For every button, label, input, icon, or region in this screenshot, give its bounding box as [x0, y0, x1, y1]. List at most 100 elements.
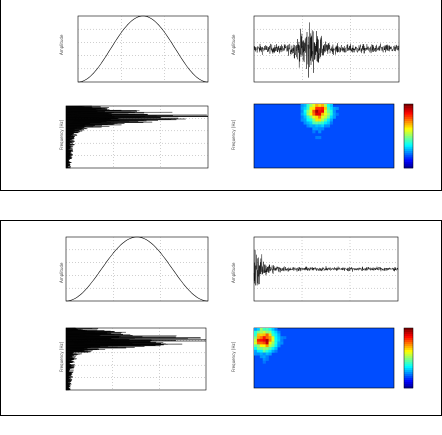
top-spectrogram-cell	[329, 121, 333, 125]
bottom-spectrogram-cell	[271, 330, 275, 334]
bottom-spectrogram-colorbar-cell	[404, 342, 413, 345]
top-spectrogram-cell	[306, 124, 310, 128]
top-spectrogram-cell	[312, 115, 316, 119]
bottom-spectrogram-cell	[268, 352, 272, 356]
bottom-spectrogram-colorbar-cell	[404, 330, 413, 333]
top-spectrogram-cell	[324, 124, 328, 128]
bottom-spectrogram-cell	[265, 336, 269, 340]
top-spectrogram-cell	[324, 104, 328, 108]
bottom-spectrogram-colorbar-cell	[404, 346, 413, 349]
bottom-spectrogram-cell	[274, 333, 278, 337]
bottom-spectrogram-cell	[262, 352, 266, 356]
bottom-spectrogram-cell	[254, 344, 258, 348]
bottom-spectrogram-cell	[265, 341, 269, 345]
bottom-spectrogram-colorbar-cell	[404, 382, 413, 385]
top-spectrogram-cell	[312, 121, 316, 125]
bottom-spectrogram-cell	[259, 341, 263, 345]
top-spectrogram-colorbar-cell	[404, 121, 413, 124]
top-spectrogram-cell	[312, 124, 316, 128]
bottom-spectrogram-colorbar-cell	[404, 340, 413, 343]
bottom-spectrogram-cell	[277, 336, 281, 340]
ylabel-top-spectrum: Frequency [Hz]	[59, 119, 64, 150]
top-spectrogram-cell	[306, 112, 310, 116]
bottom-spectrogram-colorbar-cell	[404, 338, 413, 341]
bottom-spectrogram-cell	[256, 352, 261, 356]
top-spectrogram-colorbar	[403, 103, 414, 169]
top-spectrogram-colorbar-cell	[404, 159, 413, 162]
top-spectrogram-cell	[329, 115, 333, 119]
top-spectrogram-cell	[324, 112, 328, 116]
top-spectrogram-cell	[315, 124, 319, 128]
top-spectrum-line	[65, 105, 209, 169]
top-spectrogram-cell	[321, 104, 325, 108]
top-spectrogram-colorbar-cell	[404, 140, 413, 143]
bottom-spectrogram-cell	[262, 338, 266, 342]
bottom-spectrogram-cell	[280, 336, 284, 340]
bottom-spectrogram-cell	[271, 333, 275, 337]
top-spectrogram-colorbar-cell	[404, 127, 413, 130]
bottom-spectrogram-colorbar-cell	[404, 328, 413, 331]
bottom-spectrogram-cell	[262, 341, 266, 345]
ylabel-top-window: Amplitude	[59, 34, 64, 56]
top-spectrogram-cell	[300, 104, 304, 108]
bottom-spectrogram-cell	[271, 328, 275, 331]
top-spectrogram-cell	[315, 104, 319, 108]
bottom-spectrogram-colorbar-cell	[404, 362, 413, 365]
top-spectrogram-cell	[309, 115, 313, 119]
bottom-spectrogram-cell	[265, 347, 269, 351]
top-spectrogram-cell	[324, 109, 328, 113]
top-spectrogram-colorbar-cell	[404, 146, 413, 150]
top-spectrogram-cell	[315, 136, 319, 140]
top-spectrogram-colorbar-cell	[404, 123, 413, 126]
top-spectrogram-cell	[309, 118, 313, 122]
bottom-spectrogram-cell	[259, 333, 263, 337]
bottom-spectrogram-cell	[271, 344, 275, 348]
top-spectrogram-cell	[321, 127, 325, 131]
bottom-spectrogram-cell	[268, 347, 272, 351]
top-spectrogram-cell	[312, 130, 316, 134]
bottom-spectrogram-colorbar-cell	[404, 360, 413, 363]
top-spectrogram-cell	[303, 109, 307, 113]
top-spectrogram-cell	[306, 115, 310, 119]
bottom-spectrogram-cell	[274, 328, 278, 331]
top-spectrogram-cell	[332, 109, 336, 113]
top-spectrogram-colorbar-cell	[404, 144, 413, 147]
top-spectrogram-cell	[326, 121, 331, 125]
bottom-spectrogram-cell	[283, 336, 287, 340]
top-spectrogram-colorbar-cell	[404, 153, 413, 156]
top-spectrogram-colorbar-cell	[404, 116, 413, 120]
top-spectrogram-cell	[326, 124, 331, 128]
bottom-spectrogram-colorbar-cell	[404, 336, 413, 339]
bottom-spectrogram-cell	[265, 344, 269, 348]
bottom-spectrogram-colorbar-cell	[404, 370, 413, 373]
top-spectrogram-colorbar-cell	[404, 165, 413, 169]
top-spectrogram-cell	[303, 115, 307, 119]
top-spectrogram-colorbar-cell	[404, 106, 413, 109]
bottom-spectrogram-cell	[271, 349, 275, 353]
bottom-spectrogram-cell	[254, 328, 258, 331]
top-window-axes	[77, 15, 209, 83]
bottom-spectrogram-cell	[277, 338, 281, 342]
bottom-spectrogram-cell	[254, 330, 258, 334]
top-spectrogram-cell	[318, 121, 322, 125]
top-spectrogram-cell	[324, 121, 328, 125]
bottom-spectrogram-cell	[265, 349, 269, 353]
top-spectrogram-cell	[315, 118, 319, 122]
bottom-spectrogram-cell	[277, 344, 281, 348]
bottom-spectrogram-colorbar-cell	[404, 386, 413, 389]
top-spectrogram-cell	[309, 106, 313, 111]
top-spectrogram-colorbar-cell	[404, 129, 413, 133]
top-spectrogram-cell	[315, 127, 319, 131]
bottom-spectrogram-cell	[268, 349, 272, 353]
top-spectrogram-cell	[318, 118, 322, 122]
bottom-spectrogram-cell	[262, 328, 266, 331]
bottom-spectrogram-colorbar-cell	[404, 374, 413, 377]
top-spectrogram-cell	[318, 104, 322, 108]
top-spectrogram-cell	[321, 115, 325, 119]
ylabel-top-signal: Amplitude	[231, 34, 236, 56]
top-signal-line	[253, 22, 400, 78]
bottom-spectrogram-cell	[262, 358, 266, 361]
bottom-spectrogram-cell	[271, 347, 275, 351]
top-spectrogram-cell	[318, 136, 322, 140]
bottom-spectrogram-colorbar-cell	[404, 348, 413, 351]
